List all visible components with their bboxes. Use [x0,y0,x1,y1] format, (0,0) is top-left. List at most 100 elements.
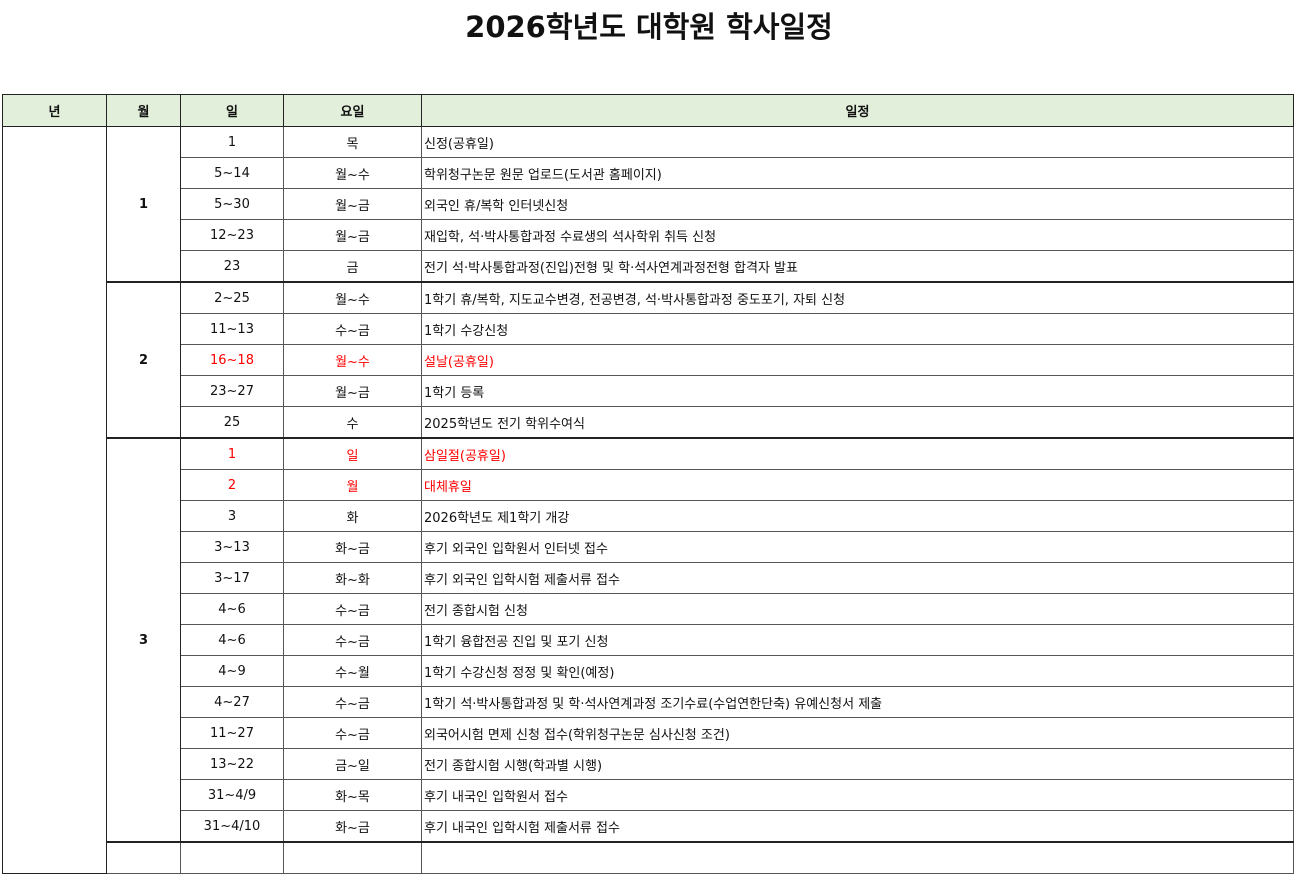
table-row: 13~22 금~일 전기 종합시험 시행(학과별 시행) [3,748,1294,780]
day-cell: 3~13 [180,531,284,563]
table-row [3,841,1294,874]
day-cell: 2 [180,469,284,501]
event-cell: 후기 외국인 입학시험 제출서류 접수 [421,562,1294,594]
table-row: 23~27 월~금 1학기 등록 [3,375,1294,407]
event-cell: 외국어시험 면제 신청 접수(학위청구논문 심사신청 조건) [421,717,1294,749]
event-cell: 전기 석·박사통합과정(진입)전형 및 학·석사연계과정전형 합격자 발표 [421,250,1294,283]
day-cell: 31~4/9 [180,779,284,811]
day-cell: 4~6 [180,624,284,656]
day-cell: 1 [180,437,284,470]
event-cell: 1학기 융합전공 진입 및 포기 신청 [421,624,1294,656]
table-row: 5~14 월~수 학위청구논문 원문 업로드(도서관 홈페이지) [3,157,1294,189]
header-year: 년 [2,94,107,127]
empty-cell [106,841,181,874]
day-cell: 12~23 [180,219,284,251]
table-row: 5~30 월~금 외국인 휴/복학 인터넷신청 [3,188,1294,220]
weekday-cell: 월~금 [283,219,422,251]
header-month: 월 [106,94,181,127]
table-row: 4~6 수~금 전기 종합시험 신청 [3,593,1294,625]
header-weekday: 요일 [283,94,422,127]
table-row: 16~18 월~수 설날(공휴일) [3,344,1294,376]
event-cell: 후기 내국인 입학시험 제출서류 접수 [421,810,1294,843]
event-cell: 대체휴일 [421,469,1294,501]
day-cell: 4~27 [180,686,284,718]
event-cell: 1학기 수강신청 [421,313,1294,345]
page-title: 2026학년도 대학원 학사일정 [465,10,833,44]
event-cell: 학위청구논문 원문 업로드(도서관 홈페이지) [421,157,1294,189]
event-cell: 신정(공휴일) [421,126,1294,158]
weekday-cell: 화~금 [283,531,422,563]
event-cell: 삼일절(공휴일) [421,437,1294,470]
day-cell: 1 [180,126,284,158]
table-row: 12~23 월~금 재입학, 석·박사통합과정 수료생의 석사학위 취득 신청 [3,219,1294,251]
weekday-cell: 수 [283,406,422,439]
day-cell: 3 [180,500,284,532]
table-row: 3 화 2026학년도 제1학기 개강 [3,500,1294,532]
empty-cell [180,841,284,874]
table-row: 2 2~25 월~수 1학기 휴/복학, 지도교수변경, 전공변경, 석·박사통합과정… [3,281,1294,439]
table-row: 4~27 수~금 1학기 석·박사통합과정 및 학·석사연계과정 조기수료(수업연한… [3,686,1294,718]
month-cell: 3 [106,437,181,843]
weekday-cell: 월~금 [283,375,422,407]
event-cell: 2025학년도 전기 학위수여식 [421,406,1294,439]
event-cell: 2026학년도 제1학기 개강 [421,500,1294,532]
event-cell: 설날(공휴일) [421,344,1294,376]
table-row: 3~17 화~화 후기 외국인 입학시험 제출서류 접수 [3,562,1294,594]
weekday-cell: 월~수 [283,344,422,376]
weekday-cell: 수~월 [283,655,422,687]
day-cell: 16~18 [180,344,284,376]
weekday-cell: 수~금 [283,717,422,749]
weekday-cell: 목 [283,126,422,158]
table-row: 1 1 목 신정(공휴일) [2,126,1294,874]
day-cell: 25 [180,406,284,439]
table-row: 25 수 2025학년도 전기 학위수여식 [3,406,1294,439]
event-cell: 전기 종합시험 시행(학과별 시행) [421,748,1294,780]
day-cell: 3~17 [180,562,284,594]
year-cell [2,126,107,874]
weekday-cell: 월~금 [283,188,422,220]
header-event: 일정 [421,94,1294,127]
empty-cell [421,841,1294,874]
weekday-cell: 월~수 [283,281,422,314]
schedule-body: 1 1 목 신정(공휴일) 5~14 월~수 학위청구논문 원문 업로드(도서관 홈페이지)… [2,126,1294,874]
event-cell: 1학기 수강신청 정정 및 확인(예정) [421,655,1294,687]
event-cell: 1학기 석·박사통합과정 및 학·석사연계과정 조기수료(수업연한단축) 유예신… [421,686,1294,718]
header-row: 년 월 일 요일 일정 [2,94,1294,127]
weekday-cell: 화~화 [283,562,422,594]
weekday-cell: 화~목 [283,779,422,811]
month-cell: 1 [106,126,181,283]
weekday-cell: 수~금 [283,624,422,656]
event-cell: 전기 종합시험 신청 [421,593,1294,625]
event-cell: 1학기 휴/복학, 지도교수변경, 전공변경, 석·박사통합과정 중도포기, 자… [421,281,1294,314]
day-cell: 11~13 [180,313,284,345]
schedule-table: 년 월 일 요일 일정 1 1 목 신정(공휴일) 5~14 월~수 학위청구논문 원문 업… [2,94,1294,874]
empty-cell [283,841,422,874]
day-cell: 23~27 [180,375,284,407]
day-cell: 4~9 [180,655,284,687]
day-cell: 23 [180,250,284,283]
weekday-cell: 일 [283,437,422,470]
day-cell: 11~27 [180,717,284,749]
day-cell: 5~30 [180,188,284,220]
weekday-cell: 수~금 [283,313,422,345]
table-row: 4~9 수~월 1학기 수강신청 정정 및 확인(예정) [3,655,1294,687]
day-cell: 2~25 [180,281,284,314]
day-cell: 31~4/10 [180,810,284,843]
table-row: 11~13 수~금 1학기 수강신청 [3,313,1294,345]
table-row: 31~4/10 화~금 후기 내국인 입학시험 제출서류 접수 [3,810,1294,843]
weekday-cell: 수~금 [283,686,422,718]
event-cell: 재입학, 석·박사통합과정 수료생의 석사학위 취득 신청 [421,219,1294,251]
table-row: 3~13 화~금 후기 외국인 입학원서 인터넷 접수 [3,531,1294,563]
table-row: 3 1 일 삼일절(공휴일) [3,437,1294,843]
weekday-cell: 금~일 [283,748,422,780]
weekday-cell: 월~수 [283,157,422,189]
table-row: 31~4/9 화~목 후기 내국인 입학원서 접수 [3,779,1294,811]
event-cell: 1학기 등록 [421,375,1294,407]
table-row: 4~6 수~금 1학기 융합전공 진입 및 포기 신청 [3,624,1294,656]
month-cell: 2 [106,281,181,439]
weekday-cell: 화~금 [283,810,422,843]
day-cell: 13~22 [180,748,284,780]
table-row: 2 월 대체휴일 [3,469,1294,501]
day-cell: 4~6 [180,593,284,625]
event-cell: 외국인 휴/복학 인터넷신청 [421,188,1294,220]
